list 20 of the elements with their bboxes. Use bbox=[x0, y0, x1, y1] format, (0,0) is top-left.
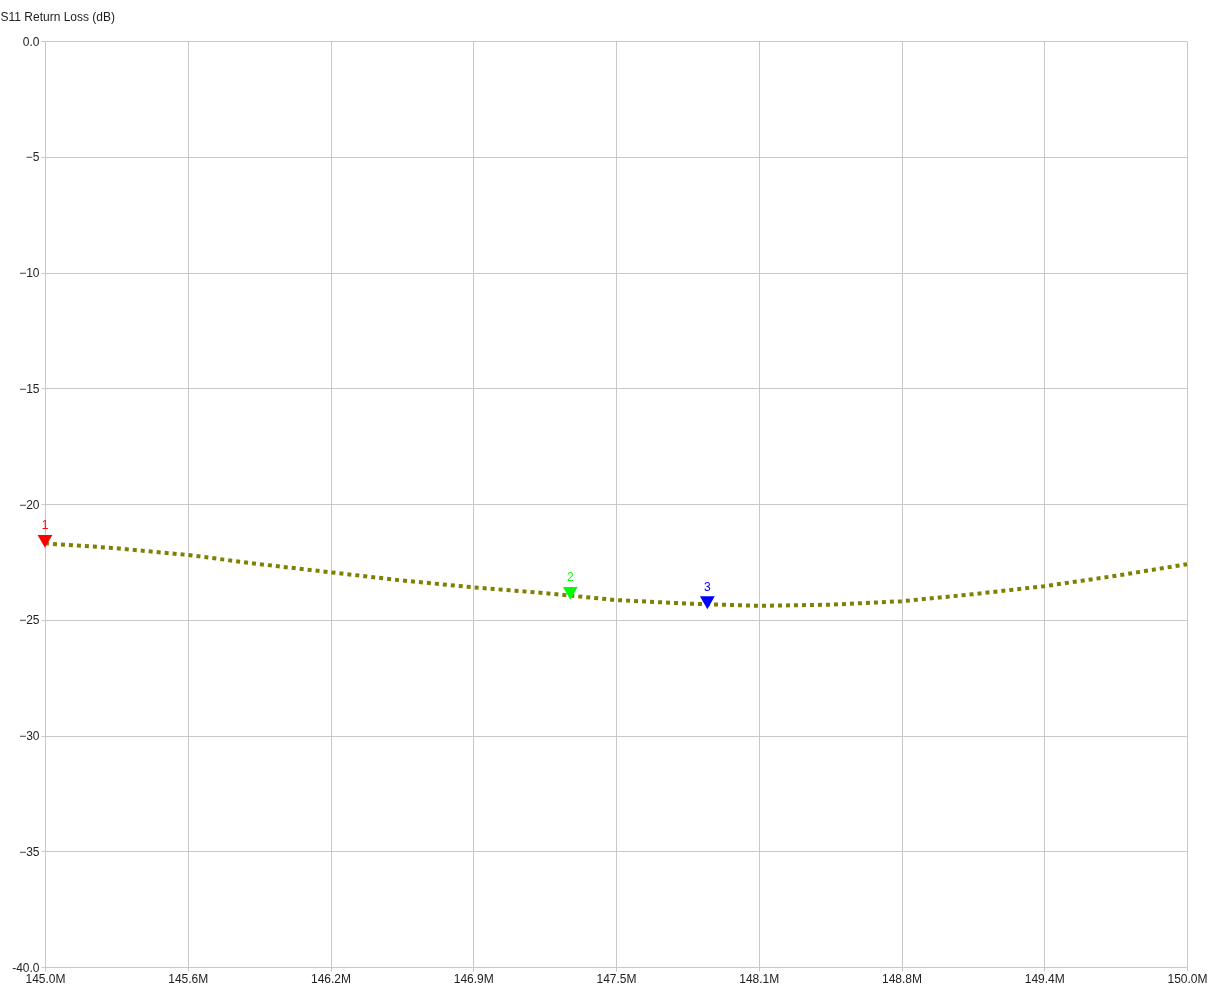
x-tick-label: 145.6M bbox=[168, 971, 209, 986]
x-tick-label: 150.0M bbox=[1167, 971, 1208, 986]
annotation: 2 bbox=[566, 570, 574, 585]
y-tick-label: 0.0 bbox=[22, 34, 40, 49]
y-tick-label: −10 bbox=[19, 266, 40, 280]
annotation: 3 bbox=[704, 579, 712, 594]
y-tick-label: −30 bbox=[19, 729, 40, 743]
y-tick-label: −35 bbox=[19, 844, 40, 859]
x-tick-label: 146.2M bbox=[310, 971, 352, 986]
y-tick-label: −15 bbox=[19, 381, 40, 396]
y-tick-label: −20 bbox=[19, 497, 40, 512]
x-tick-label: 148.1M bbox=[739, 971, 780, 986]
y-tick-label: −5 bbox=[25, 150, 40, 165]
x-tick-label: 146.9M bbox=[453, 971, 494, 986]
x-tick-label: 149.4M bbox=[1024, 971, 1065, 986]
y-axis-title: S11 Return Loss (dB) bbox=[0, 9, 115, 24]
y-tick-label: −25 bbox=[19, 613, 40, 628]
x-tick-label: 148.8M bbox=[881, 971, 923, 986]
x-tick-label: 147.5M bbox=[596, 971, 637, 986]
annotation: 1 bbox=[41, 518, 49, 533]
